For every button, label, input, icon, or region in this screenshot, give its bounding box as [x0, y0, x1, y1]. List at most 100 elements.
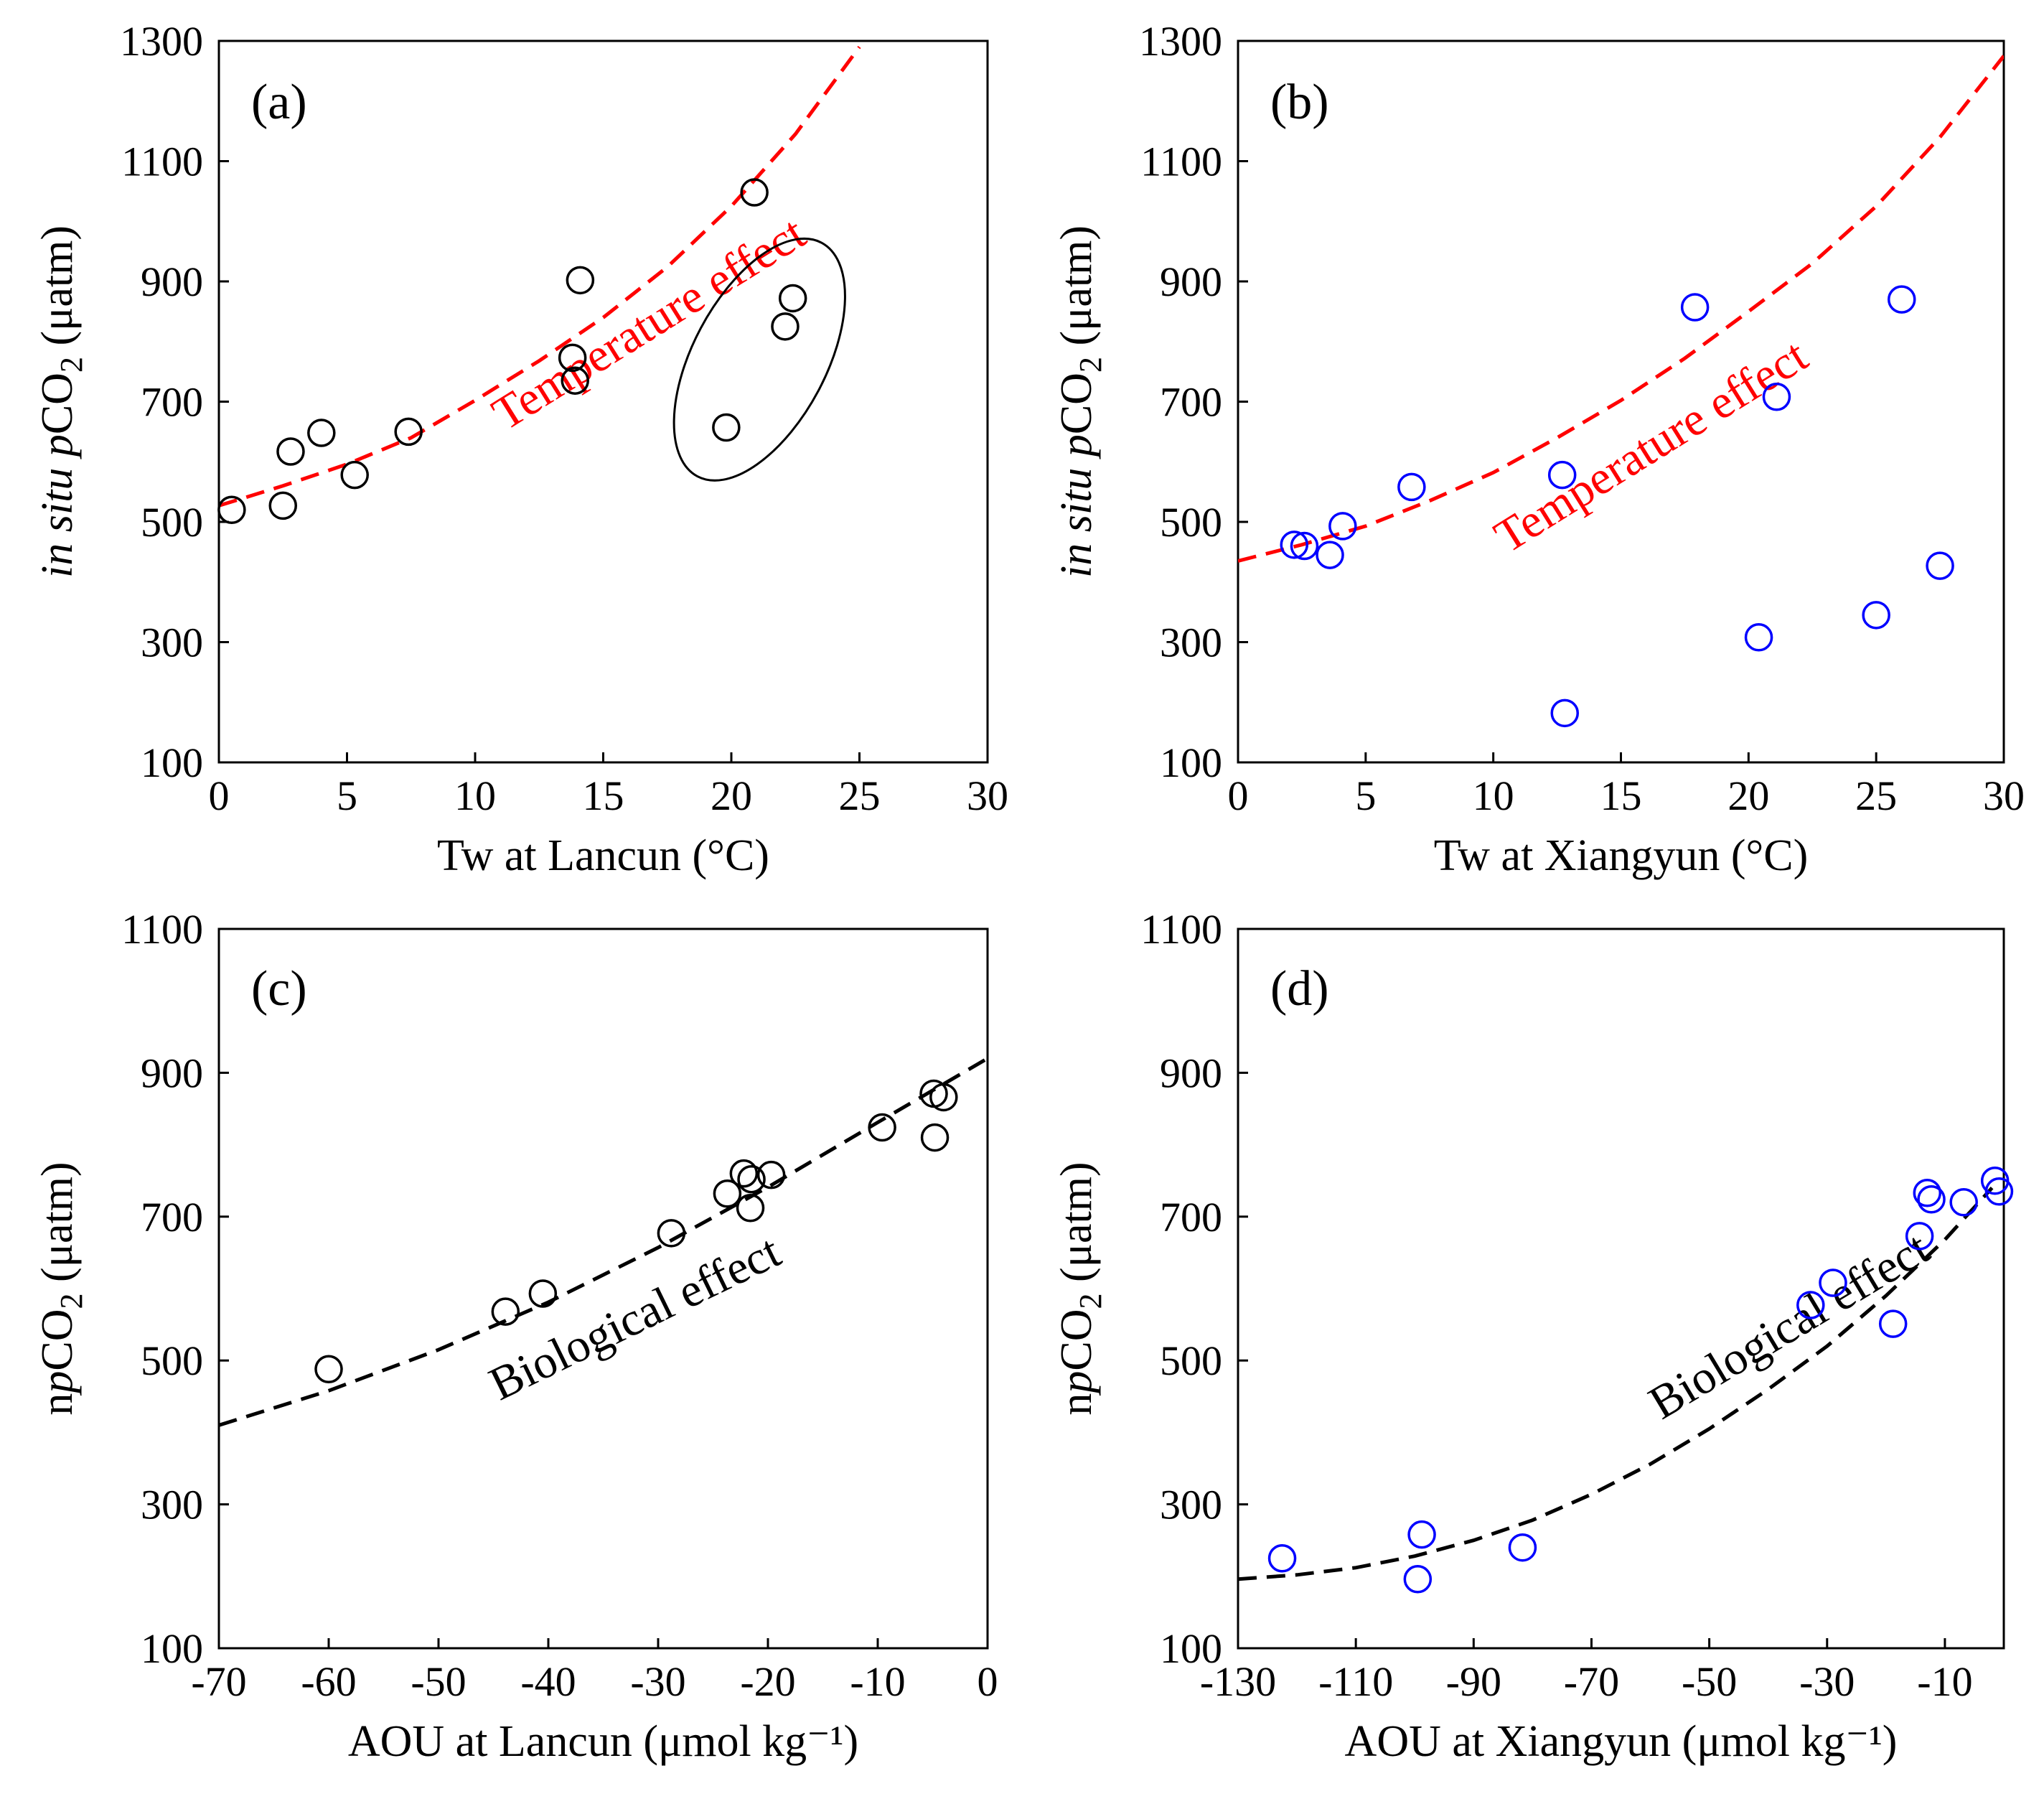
panel-a-data-point: [771, 312, 800, 341]
panel-d-x-tick-label: -10: [1917, 1658, 1972, 1705]
panel-b-effect-curve: [1238, 55, 2004, 563]
panel-c-label: (c): [251, 961, 307, 1016]
panel-c-y-axis-label: npCO2 (μatm): [33, 1162, 89, 1415]
panel-b-x-tick-label: 20: [1727, 772, 1769, 819]
panel-d-data-point: [1905, 1222, 1934, 1251]
panel-a-curve-group: [219, 45, 861, 508]
panel-d-data-point: [1819, 1268, 1847, 1297]
panel-c-x-axis-label: AOU at Lancun (μmol kg⁻¹): [348, 1717, 858, 1766]
panel-d-y-tick-label: 900: [1160, 1050, 1222, 1096]
panel-c-effect-label: Biological effect: [482, 1225, 789, 1411]
panel-b-x-tick-label: 0: [1228, 772, 1249, 819]
panel-a-x-tick-label: 0: [209, 772, 230, 819]
panel-a-y-label-sub: 2: [54, 357, 89, 373]
panel-c-y-tick-label: 1100: [121, 906, 203, 953]
panel-a-data-point: [394, 417, 423, 447]
panel-c-x-tick-label: -20: [740, 1658, 795, 1705]
panel-a: 0 5 10 15 20 25 30 100 300 500 700 900 1100 1300 Tw at…: [33, 18, 1008, 880]
panel-a-x-tick-label: 10: [454, 772, 496, 819]
panel-c-data-point: [491, 1297, 520, 1326]
panel-a-data-point: [558, 343, 587, 373]
panel-d-y-label-p: p: [1052, 1371, 1101, 1396]
panel-c-data-point: [868, 1113, 896, 1142]
panel-d-label: (d): [1270, 961, 1329, 1016]
panel-d-data-point: [1949, 1188, 1978, 1217]
panel-a-data-point: [268, 491, 297, 520]
panel-d-curve-group: [1238, 1187, 1994, 1581]
panel-d-y-label-main: CO: [1052, 1309, 1101, 1370]
panel-b-curve-group: [1238, 55, 2004, 563]
panel-b-y-label-pre: in situ: [1052, 457, 1101, 578]
panel-d-effect-curve: [1238, 1187, 1994, 1581]
panel-b-data-point: [1926, 551, 1954, 580]
panel-a-data-point: [276, 437, 305, 466]
panel-a-x-tick-label: 15: [583, 772, 624, 819]
panel-c: -70 -60 -50 -40 -30 -20 -10 0 100 300 500 700 900 110…: [33, 906, 998, 1766]
panel-d-y-tick-label: 100: [1160, 1625, 1222, 1672]
panel-d-data-point: [1796, 1291, 1825, 1319]
panel-c-x-tick-label: 0: [978, 1658, 998, 1705]
panel-c-y-tick-label: 500: [141, 1337, 203, 1384]
panel-d-data-point: [1508, 1533, 1537, 1562]
panel-d-y-tick-label: 1100: [1140, 906, 1222, 953]
panel-b-x-tick-label: 5: [1355, 772, 1376, 819]
panel-b-y-tick-label: 700: [1160, 379, 1222, 426]
panel-c-x-tick-label: -40: [520, 1658, 576, 1705]
panel-d-data-point: [1917, 1185, 1946, 1214]
panel-a-y-tick-label: 1100: [121, 139, 203, 185]
panel-c-data-point: [528, 1279, 558, 1308]
panel-c-y-tick-label: 300: [141, 1482, 203, 1528]
panel-c-data-point: [713, 1179, 742, 1208]
panel-a-y-tick-label: 900: [141, 258, 203, 305]
panel-d-y-label-post: (μatm): [1052, 1162, 1101, 1293]
panel-d-data-point: [1878, 1309, 1908, 1338]
panel-b-data-point: [1397, 472, 1426, 502]
panel-c-data-point: [756, 1160, 786, 1190]
panel-a-highlight-ellipse: [672, 237, 846, 482]
panel-b-data-point: [1762, 383, 1791, 411]
panel-c-x-tick-label: -30: [630, 1658, 685, 1705]
panel-a-y-label-p: p: [33, 434, 82, 459]
panel-d-y-tick-label: 700: [1160, 1194, 1222, 1240]
panel-c-data-point: [737, 1164, 766, 1194]
panel-a-y-tick-label: 100: [141, 739, 203, 786]
panel-d-data-point: [1407, 1520, 1436, 1549]
panel-c-y-label-main: CO: [33, 1309, 82, 1370]
panel-b-y-label-main: CO: [1052, 373, 1101, 434]
panel-c-y-tick-label: 700: [141, 1194, 203, 1240]
panel-c-y-label-sub: 2: [54, 1293, 89, 1309]
panel-b: 0 5 10 15 20 25 30 100 300 500 700 900 1100 1300 Tw at…: [1052, 18, 2025, 880]
panel-d-y-label-pre: n: [1052, 1393, 1101, 1416]
panel-b-data-point: [1550, 698, 1580, 728]
panel-d-y-axis-label: npCO2 (μatm): [1052, 1162, 1108, 1415]
panel-b-data-point: [1316, 541, 1344, 569]
panel-d-x-tick-label: -50: [1682, 1658, 1737, 1705]
panel-d-y-tick-label: 300: [1160, 1482, 1222, 1528]
panel-a-y-tick-label: 500: [141, 499, 203, 546]
panel-a-y-label-main: CO: [33, 373, 82, 434]
panel-c-data-point: [657, 1219, 686, 1248]
panel-d-x-tick-label: -110: [1318, 1658, 1393, 1705]
panel-b-y-tick-label: 300: [1160, 620, 1222, 666]
panel-c-y-label-p: p: [33, 1371, 82, 1396]
panel-b-data-point: [1680, 293, 1710, 322]
panel-d-data-point: [1267, 1544, 1297, 1573]
panel-b-x-tick-label: 15: [1600, 772, 1642, 819]
panel-d-effect-label: Biological effect: [1640, 1222, 1938, 1429]
panel-b-y-label-post: (μatm): [1052, 225, 1101, 357]
panel-c-effect-curve: [219, 1057, 988, 1427]
panel-b-x-tick-label: 30: [1983, 772, 2025, 819]
panel-b-data-point: [1290, 531, 1319, 561]
panel-c-data-point: [929, 1083, 958, 1112]
panel-a-x-tick-label: 25: [839, 772, 881, 819]
panel-c-y-label-pre: n: [33, 1393, 82, 1416]
panel-b-label: (b): [1270, 75, 1329, 130]
panel-c-x-tick-label: -10: [850, 1658, 905, 1705]
panel-a-data-point: [561, 366, 589, 395]
panel-d-y-tick-label: 500: [1160, 1337, 1222, 1384]
panel-c-curve-group: [219, 1057, 988, 1427]
panel-b-data-point: [1744, 623, 1773, 652]
panel-c-data-point: [736, 1194, 765, 1223]
panel-c-y-label-post: (μatm): [33, 1162, 82, 1293]
